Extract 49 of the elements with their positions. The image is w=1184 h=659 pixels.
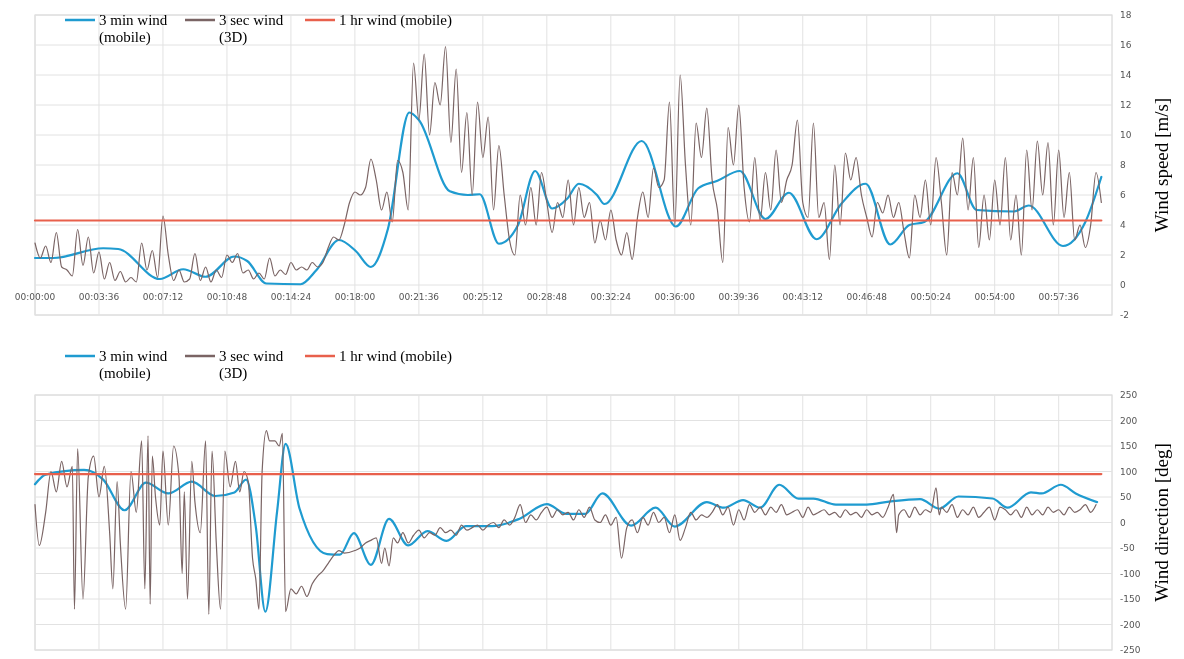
x-tick-label: 00:50:24 [910, 292, 952, 302]
y-tick-label: 12 [1120, 100, 1132, 110]
y-tick-label: 18 [1120, 10, 1132, 20]
x-tick-label: 00:28:48 [526, 292, 568, 302]
y-tick-label: 150 [1120, 441, 1138, 451]
y-tick-label: -150 [1120, 594, 1141, 604]
y-tick-label: -50 [1120, 543, 1135, 553]
x-tick-label: 00:03:36 [78, 292, 120, 302]
x-tick-label: 00:54:00 [974, 292, 1016, 302]
legend-label: 1 hr wind (mobile) [339, 12, 452, 29]
y-tick-label: 50 [1120, 492, 1132, 502]
y-tick-label: 16 [1120, 40, 1132, 50]
x-tick-label: 00:07:12 [142, 292, 184, 302]
legend-label: 1 hr wind (mobile) [339, 348, 452, 365]
y-tick-label: 10 [1120, 130, 1132, 140]
y-tick-label: 250 [1120, 390, 1138, 400]
y-tick-label: 2 [1120, 250, 1126, 260]
x-tick-label: 00:18:00 [334, 292, 376, 302]
x-tick-label: 00:21:36 [398, 292, 440, 302]
y-axis-title: Wind speed [m/s] [1151, 97, 1172, 233]
legend-label: 3 sec wind (3D) [219, 12, 284, 46]
line-series [33, 111, 1103, 286]
y-tick-label: 8 [1120, 160, 1126, 170]
y-tick-label: -2 [1120, 310, 1129, 320]
y-tick-label: 4 [1120, 220, 1126, 230]
x-tick-label: 00:39:36 [718, 292, 760, 302]
line-series [34, 45, 1102, 283]
x-tick-label: 00:10:48 [206, 292, 248, 302]
x-tick-label: 00:00:00 [14, 292, 56, 302]
legend-label: 3 sec wind (3D) [219, 348, 284, 382]
y-tick-label: 14 [1120, 70, 1132, 80]
x-tick-label: 00:43:12 [782, 292, 823, 302]
y-tick-label: -100 [1120, 568, 1141, 579]
y-tick-label: 100 [1120, 466, 1138, 477]
x-tick-label: 00:46:48 [846, 292, 888, 302]
y-axis-title: Wind direction [deg] [1151, 443, 1172, 602]
legend-label: 3 min wind (mobile) [99, 12, 168, 46]
x-tick-label: 00:32:24 [590, 292, 632, 302]
x-tick-label: 00:36:00 [654, 292, 696, 302]
y-tick-label: 6 [1120, 190, 1126, 200]
x-tick-label: 00:25:12 [462, 292, 504, 302]
x-tick-label: 00:57:36 [1038, 292, 1080, 302]
y-tick-label: -200 [1120, 619, 1141, 630]
y-tick-label: 0 [1120, 280, 1126, 290]
x-tick-label: 00:14:24 [270, 292, 312, 302]
y-tick-label: 0 [1120, 517, 1126, 528]
legend-label: 3 min wind (mobile) [99, 348, 168, 382]
y-tick-label: 200 [1120, 415, 1138, 426]
y-tick-label: -250 [1120, 645, 1141, 655]
